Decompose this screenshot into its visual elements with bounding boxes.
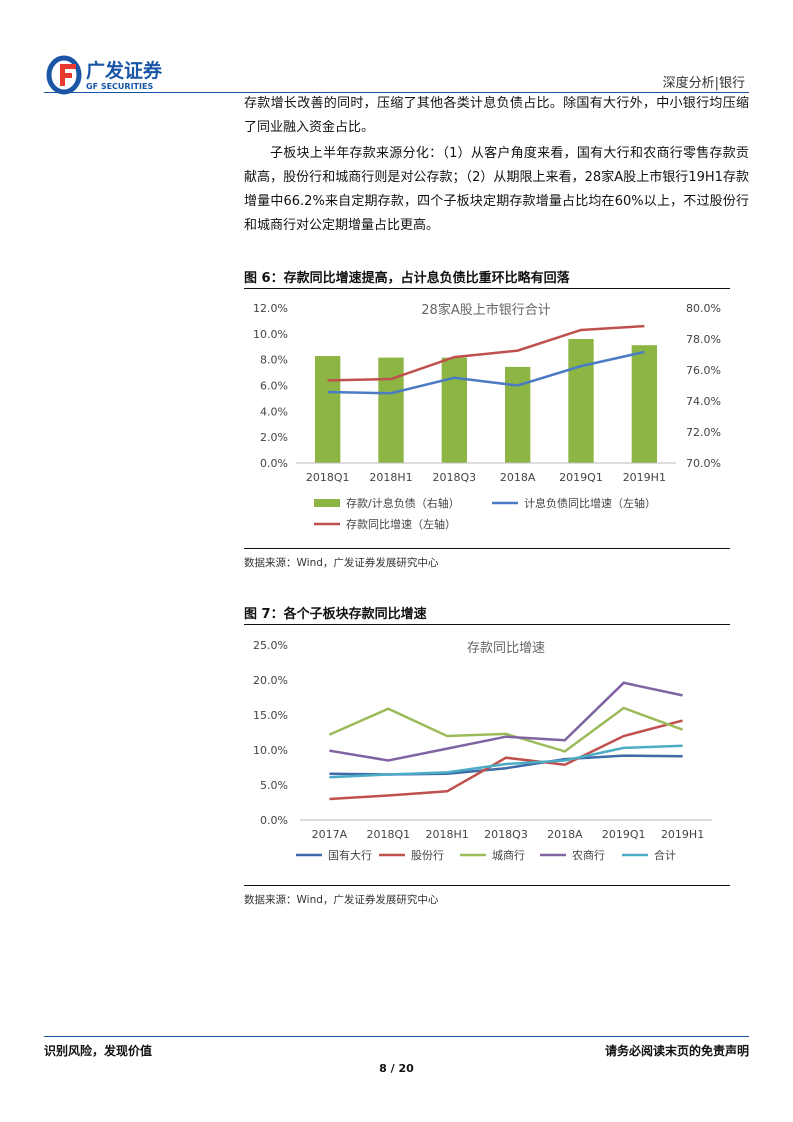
chart1-line-series <box>327 324 645 382</box>
header-divider <box>44 92 749 93</box>
chart1-x-tick: 2018Q3 <box>433 471 477 484</box>
chart1-right-tick: 70.0% <box>686 457 721 470</box>
chart1-right-tick: 76.0% <box>686 364 721 377</box>
figure7-bottom-rule <box>244 885 730 886</box>
chart1-right-tick: 72.0% <box>686 426 721 439</box>
chart2-y-tick: 5.0% <box>260 779 288 792</box>
chart2-x-tick: 2018Q3 <box>484 828 528 841</box>
figure6-caption: 图 6：存款同比增速提高，占计息负债比重环比略有回落 <box>244 271 570 286</box>
chart2-x-tick: 2019H1 <box>661 828 704 841</box>
chart1-bar <box>631 345 657 463</box>
chart2-x-tick: 2019Q1 <box>602 828 646 841</box>
figure7-top-rule <box>244 624 730 625</box>
figure6-top-rule <box>244 288 730 289</box>
chart2-y-tick: 0.0% <box>260 814 288 827</box>
chart2-x-tick: 2018A <box>547 828 583 841</box>
chart1-left-tick: 12.0% <box>253 302 288 315</box>
chart1-bar <box>441 357 467 463</box>
chart2-y-tick: 15.0% <box>253 709 288 722</box>
chart1-right-tick: 74.0% <box>686 395 721 408</box>
chart1-title: 28家A股上市银行合计 <box>421 302 550 318</box>
chart1-right-tick: 80.0% <box>686 302 721 315</box>
chart1-bar <box>315 356 341 463</box>
brand-en: GF SECURITIES <box>86 82 153 91</box>
chart1-legend-label: 存款/计息负债（右轴） <box>346 496 460 510</box>
chart1-left-tick: 0.0% <box>260 457 288 470</box>
figure7-chart: 存款同比增速 0.0% 5.0% 10.0% 15.0% 20.0% 25.0% 2017A 2… <box>253 639 712 862</box>
chart1-left-tick: 4.0% <box>260 405 288 418</box>
chart1-left-tick: 2.0% <box>260 431 288 444</box>
chart1-legend-label: 存款同比增速（左轴） <box>346 517 456 531</box>
figure6-chart: 28家A股上市银行合计 0.0% 2.0% 4.0% 6.0% 8.0% 10.0% 12.0… <box>253 302 721 531</box>
footer-divider <box>44 1036 749 1037</box>
chart1-bar <box>378 357 404 463</box>
chart1-x-tick: 2018H1 <box>369 471 412 484</box>
chart1-x-tick: 2019Q1 <box>559 471 603 484</box>
chart2-x-tick: 2018Q1 <box>366 828 410 841</box>
chart2-legend-label: 股份行 <box>411 849 444 862</box>
page-number: 8 / 20 <box>379 1062 414 1075</box>
chart1-legend-label: 计息负债同比增速（左轴） <box>524 496 656 510</box>
chart1-right-tick: 78.0% <box>686 333 721 346</box>
chart2-x-tick: 2017A <box>312 828 348 841</box>
chart1-x-tick: 2018A <box>500 471 536 484</box>
chart2-legend-label: 合计 <box>654 848 676 862</box>
paragraph-2: 子板块上半年存款来源分化：（1）从客户角度来看，国有大行和农商行零售存款贡献高，… <box>244 146 749 233</box>
gf-securities-logo: 广发证券 GF SECURITIES <box>46 55 163 95</box>
chart1-bar <box>568 339 594 463</box>
chart1-left-tick: 8.0% <box>260 354 288 367</box>
section-label: 深度分析|银行 <box>662 76 745 91</box>
footer-slogan: 识别风险，发现价值 <box>44 1044 153 1058</box>
chart1-bar <box>505 366 531 463</box>
chart1-line-series <box>327 350 645 395</box>
chart2-y-tick: 10.0% <box>253 744 288 757</box>
chart1-left-tick: 10.0% <box>253 328 288 341</box>
figure7-source: 数据来源：Wind，广发证券发展研究中心 <box>244 894 439 906</box>
chart2-line-series <box>329 681 683 762</box>
chart2-legend-label: 国有大行 <box>328 848 372 862</box>
chart2-x-tick: 2018H1 <box>426 828 469 841</box>
chart1-x-tick: 2018Q1 <box>306 471 350 484</box>
chart1-legend-swatch <box>314 499 340 507</box>
chart2-line-series <box>329 744 683 779</box>
chart2-legend-label: 城商行 <box>492 848 525 862</box>
chart2-y-tick: 25.0% <box>253 639 288 652</box>
gf-logo-icon <box>46 55 82 95</box>
chart2-title: 存款同比增速 <box>467 641 545 656</box>
figure6-source: 数据来源：Wind，广发证券发展研究中心 <box>244 557 439 569</box>
paragraph-1: 存款增长改善的同时，压缩了其他各类计息负债占比。除国有大行外，中小银行均压缩了同… <box>244 96 749 135</box>
chart2-legend-label: 农商行 <box>572 848 605 862</box>
chart1-x-tick: 2019H1 <box>623 471 666 484</box>
figure7-caption: 图 7：各个子板块存款同比增速 <box>244 607 427 622</box>
chart1-left-tick: 6.0% <box>260 380 288 393</box>
chart2-line-series <box>328 706 684 753</box>
chart2-y-tick: 20.0% <box>253 674 288 687</box>
chart2-line-series <box>329 719 683 801</box>
figure6-bottom-rule <box>244 548 730 549</box>
footer-disclaimer: 请务必阅读末页的免责声明 <box>604 1044 749 1058</box>
brand-cn: 广发证券 <box>86 59 163 82</box>
